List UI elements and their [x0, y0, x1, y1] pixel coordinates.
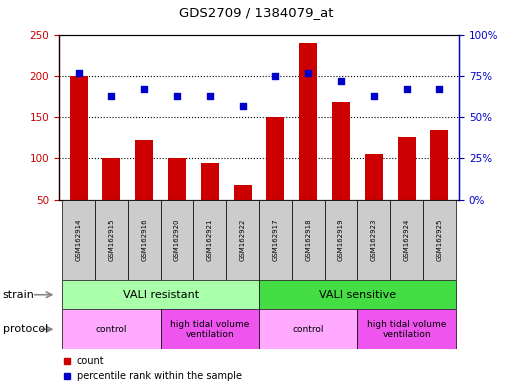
Text: control: control [96, 325, 127, 334]
Point [173, 93, 181, 99]
Bar [358, 309, 456, 349]
Text: GSM162917: GSM162917 [272, 218, 279, 262]
Text: GSM162923: GSM162923 [371, 219, 377, 261]
Bar [161, 200, 193, 280]
Bar [168, 159, 186, 241]
Bar [62, 200, 95, 280]
Bar [62, 280, 259, 309]
Point [436, 86, 444, 92]
Text: VALI resistant: VALI resistant [123, 290, 199, 300]
Text: GSM162914: GSM162914 [76, 219, 82, 261]
Bar [62, 309, 161, 349]
Point [304, 70, 312, 76]
Bar [259, 309, 358, 349]
Bar [358, 200, 390, 280]
Text: high tidal volume
ventilation: high tidal volume ventilation [170, 319, 249, 339]
Text: VALI sensitive: VALI sensitive [319, 290, 396, 300]
Point [271, 73, 280, 79]
Bar [226, 200, 259, 280]
Bar [103, 157, 121, 241]
Bar [423, 200, 456, 280]
Point [107, 93, 115, 99]
Point [206, 93, 214, 99]
Bar [266, 117, 285, 241]
Text: GSM162918: GSM162918 [305, 218, 311, 262]
Text: GSM162925: GSM162925 [437, 219, 442, 261]
Text: count: count [77, 356, 105, 366]
Bar [135, 140, 153, 241]
Point [140, 86, 148, 92]
Bar [259, 280, 456, 309]
Text: GSM162922: GSM162922 [240, 219, 246, 261]
Bar [292, 200, 325, 280]
Bar [233, 185, 252, 241]
Bar [161, 309, 259, 349]
Bar [299, 43, 317, 241]
Bar [365, 154, 383, 241]
Bar [430, 129, 448, 241]
Bar [193, 200, 226, 280]
Text: protocol: protocol [3, 324, 48, 334]
Point [337, 78, 345, 84]
Bar [325, 200, 358, 280]
Text: high tidal volume
ventilation: high tidal volume ventilation [367, 319, 446, 339]
Bar [95, 200, 128, 280]
Point [370, 93, 378, 99]
Bar [128, 200, 161, 280]
Bar [332, 102, 350, 241]
Text: control: control [292, 325, 324, 334]
Text: GSM162924: GSM162924 [404, 219, 410, 261]
Text: GSM162921: GSM162921 [207, 219, 213, 261]
Bar [70, 76, 88, 241]
Point [403, 86, 411, 92]
Bar [390, 200, 423, 280]
Text: GSM162919: GSM162919 [338, 218, 344, 262]
Bar [259, 200, 292, 280]
Text: percentile rank within the sample: percentile rank within the sample [77, 371, 242, 381]
Text: GDS2709 / 1384079_at: GDS2709 / 1384079_at [179, 6, 334, 19]
Bar [201, 162, 219, 241]
Point [74, 70, 83, 76]
Point [239, 103, 247, 109]
Text: strain: strain [3, 290, 34, 300]
Text: GSM162920: GSM162920 [174, 219, 180, 261]
Text: GSM162916: GSM162916 [141, 218, 147, 262]
Bar [398, 137, 416, 241]
Text: GSM162915: GSM162915 [108, 219, 114, 261]
